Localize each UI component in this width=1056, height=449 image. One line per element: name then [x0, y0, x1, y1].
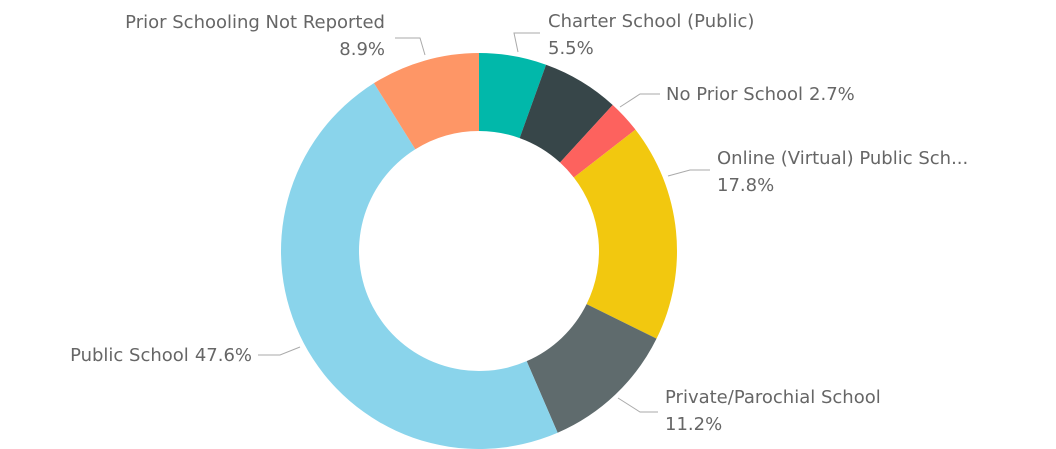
leader-line [617, 397, 658, 413]
label-name: Online (Virtual) Public Sch... [717, 148, 968, 169]
label-value: 11.2% [665, 414, 722, 435]
label-value: 5.5% [548, 38, 594, 59]
data-label: Public School 47.6% [70, 345, 252, 366]
label-name: Prior Schooling Not Reported [125, 12, 385, 33]
data-label: Online (Virtual) Public Sch... 17.8% [717, 148, 968, 196]
data-label: Charter School (Public) 5.5% [548, 11, 754, 59]
leader-line [258, 346, 301, 356]
label-value: 17.8% [717, 175, 774, 196]
label-value: 2.7% [809, 84, 855, 105]
leader-line [513, 32, 540, 53]
data-label: No Prior School 2.7% [666, 84, 855, 105]
leader-line [395, 37, 426, 56]
label-name: Public School [70, 345, 189, 366]
label-value: 8.9% [339, 39, 385, 60]
leader-line [667, 169, 710, 177]
data-label: Private/Parochial School 11.2% [665, 387, 881, 435]
data-label: Prior Schooling Not Reported 8.9% [125, 12, 385, 60]
label-name: No Prior School [666, 84, 803, 105]
donut-slice [281, 83, 558, 449]
leader-line [619, 93, 660, 108]
donut-slice [560, 104, 636, 178]
label-name: Charter School (Public) [548, 11, 754, 32]
donut-slice [373, 53, 479, 150]
label-name: Private/Parochial School [665, 387, 881, 408]
label-value: 47.6% [195, 345, 252, 366]
donut-slice [479, 53, 547, 139]
donut-slice [519, 64, 613, 163]
donut-slice [526, 304, 657, 433]
donut-slice [573, 129, 677, 339]
